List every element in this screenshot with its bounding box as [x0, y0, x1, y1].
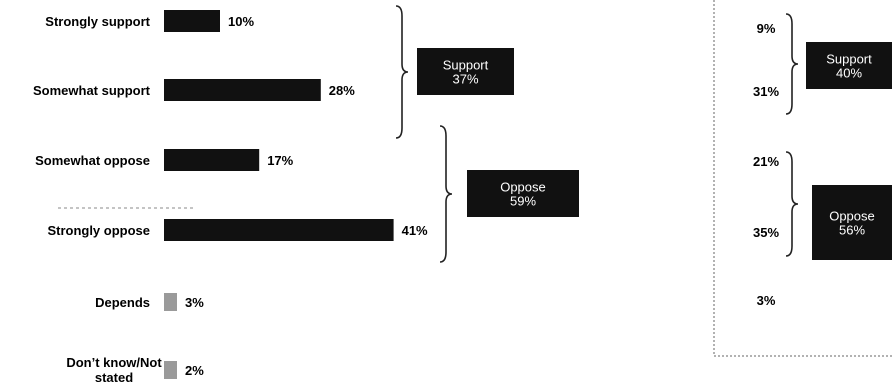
oppose-brace	[439, 125, 453, 263]
support-group-box	[417, 48, 514, 95]
value-label: 10%	[228, 14, 254, 29]
support-group-right-box	[806, 42, 892, 89]
comparison-value-label: 9%	[757, 21, 776, 36]
oppose-group-right-box	[812, 185, 892, 260]
bar	[164, 219, 394, 241]
support-brace	[395, 5, 409, 139]
category-label: Somewhat support	[33, 83, 151, 98]
bar	[164, 293, 177, 311]
support-group-value: 37%	[452, 72, 478, 87]
category-label: Somewhat oppose	[35, 153, 150, 168]
oppose-brace-right	[785, 151, 799, 257]
value-label: 2%	[185, 363, 204, 378]
bar	[164, 10, 220, 32]
comparison-value-label: 21%	[753, 154, 779, 169]
bar	[164, 79, 321, 101]
bar	[164, 149, 260, 171]
value-label: 3%	[185, 295, 204, 310]
comparison-value-label: 3%	[757, 293, 776, 308]
oppose-group-box	[467, 170, 579, 217]
value-label: 41%	[402, 223, 428, 238]
comparison-value-label: 31%	[753, 84, 779, 99]
value-label: 28%	[329, 83, 355, 98]
left-chart-panel: Strongly support 10% Somewhat support 28% So…	[33, 5, 579, 385]
support-group-label: Support	[443, 58, 489, 73]
value-label: 17%	[267, 153, 293, 168]
oppose-group-value: 59%	[510, 194, 536, 209]
comparison-frame	[713, 0, 892, 357]
bar	[164, 361, 177, 379]
oppose-group-label: Oppose	[500, 180, 546, 195]
oppose-group-right-label: Oppose	[829, 209, 875, 224]
comparison-value-label: 35%	[753, 225, 779, 240]
category-label: Don’t know/Not stated	[66, 355, 162, 385]
category-label: Strongly oppose	[47, 223, 150, 238]
support-group-right-value: 40%	[836, 66, 862, 81]
category-label: Strongly support	[45, 14, 150, 29]
support-brace-right	[785, 13, 799, 115]
support-group-right-label: Support	[826, 52, 872, 67]
category-label: Depends	[95, 295, 150, 310]
oppose-group-right-value: 56%	[839, 223, 865, 238]
